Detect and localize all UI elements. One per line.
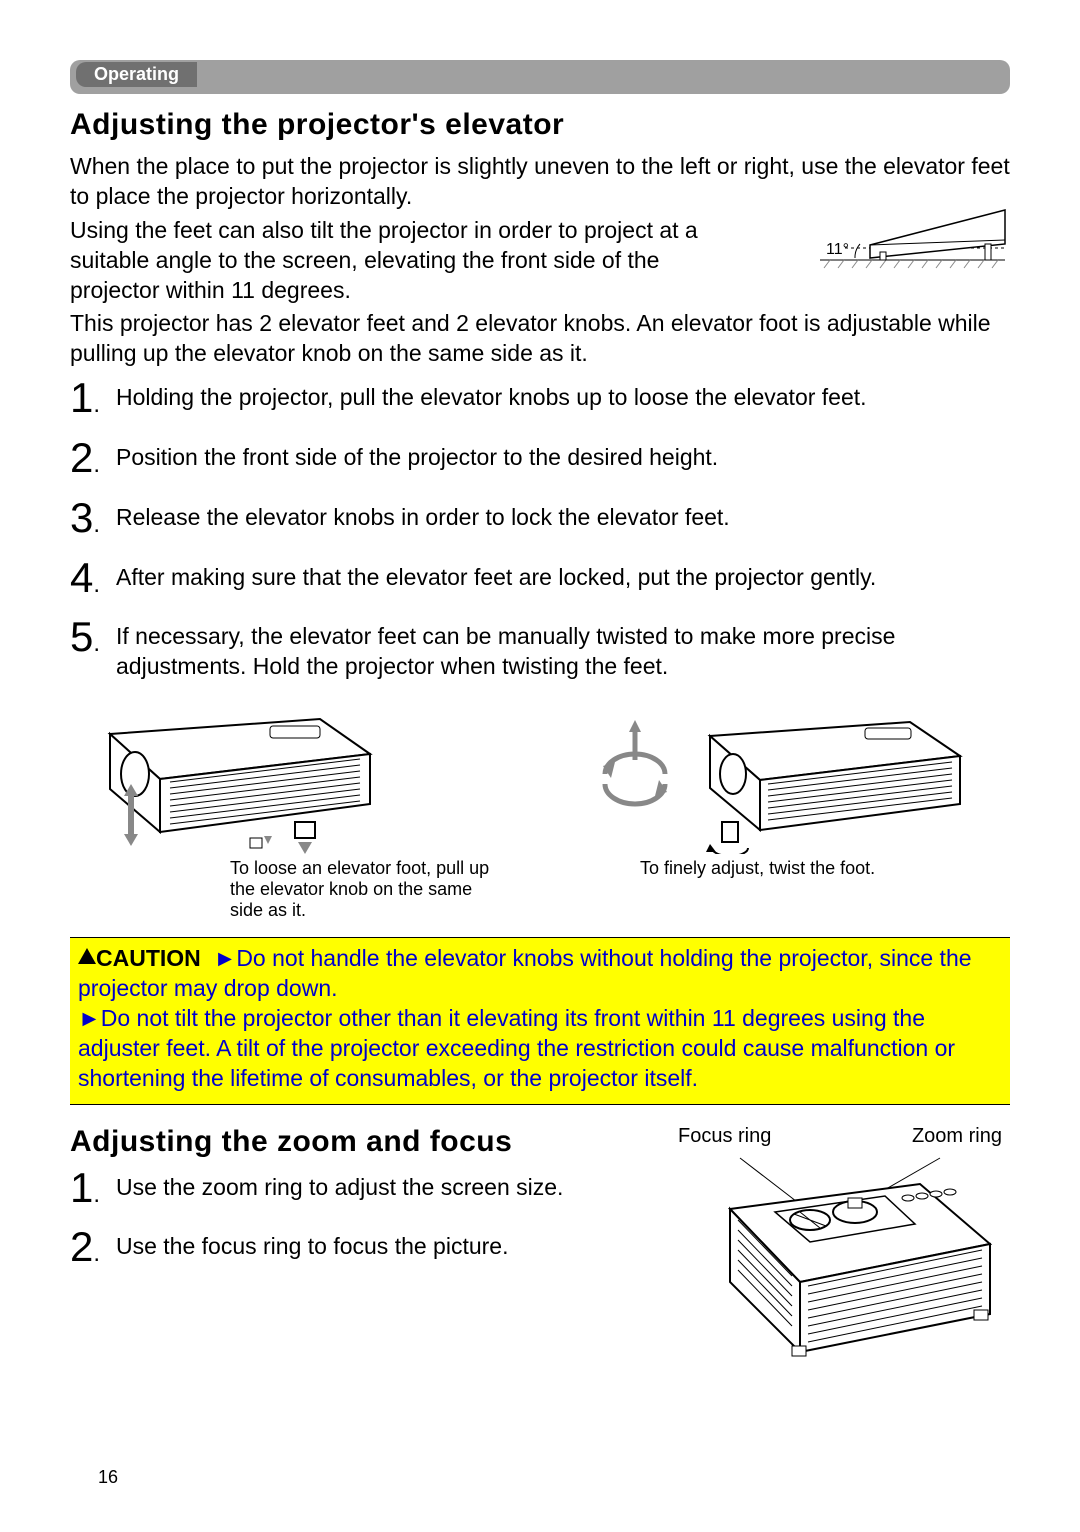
section-tab: Operating (70, 60, 1010, 94)
zoom-figure: Focus ring Zoom ring (670, 1125, 1010, 1364)
step-3: 3.Release the elevator knobs in order to… (70, 499, 1010, 537)
heading-zoom-focus: Adjusting the zoom and focus (70, 1125, 650, 1159)
step-2: 2.Position the front side of the project… (70, 439, 1010, 477)
zoom-step-2: 2.Use the focus ring to focus the pictur… (70, 1228, 650, 1266)
tilt-angle-label: 11° (826, 241, 849, 258)
figure-left: To loose an elevator foot, pull up the e… (70, 704, 510, 921)
zoom-steps: 1.Use the zoom ring to adjust the screen… (70, 1169, 650, 1267)
intro-p3: This projector has 2 elevator feet and 2… (70, 309, 1010, 369)
figure-row: To loose an elevator foot, pull up the e… (70, 704, 1010, 921)
tilt-diagram: 11° (810, 200, 1010, 270)
intro-p2: Using the feet can also tilt the project… (70, 216, 710, 306)
caution-text-2: ►Do not tilt the projector other than it… (78, 1005, 955, 1091)
intro-block: When the place to put the projector is s… (70, 152, 1010, 369)
zoom-step-1: 1.Use the zoom ring to adjust the screen… (70, 1169, 650, 1207)
warning-icon (78, 948, 96, 964)
elevator-steps: 1.Holding the projector, pull the elevat… (70, 379, 1010, 682)
page-number: 16 (98, 1467, 118, 1488)
caution-box: CAUTION ►Do not handle the elevator knob… (70, 937, 1010, 1104)
step-5: 5.If necessary, the elevator feet can be… (70, 618, 1010, 682)
caution-label: CAUTION (96, 945, 201, 971)
figure-right: To finely adjust, twist the foot. (570, 704, 1010, 921)
section-tab-label: Operating (76, 62, 197, 87)
step-4: 4.After making sure that the elevator fe… (70, 559, 1010, 597)
zoom-ring-label: Zoom ring (912, 1125, 1002, 1148)
step-1: 1.Holding the projector, pull the elevat… (70, 379, 1010, 417)
focus-ring-label: Focus ring (678, 1125, 771, 1148)
heading-elevator: Adjusting the projector's elevator (70, 108, 1010, 142)
caution-text-1: ►Do not handle the elevator knobs withou… (78, 945, 972, 1001)
figure-left-caption: To loose an elevator foot, pull up the e… (70, 858, 510, 921)
zoom-focus-section: Adjusting the zoom and focus 1.Use the z… (70, 1125, 1010, 1364)
figure-right-caption: To finely adjust, twist the foot. (570, 858, 1010, 879)
